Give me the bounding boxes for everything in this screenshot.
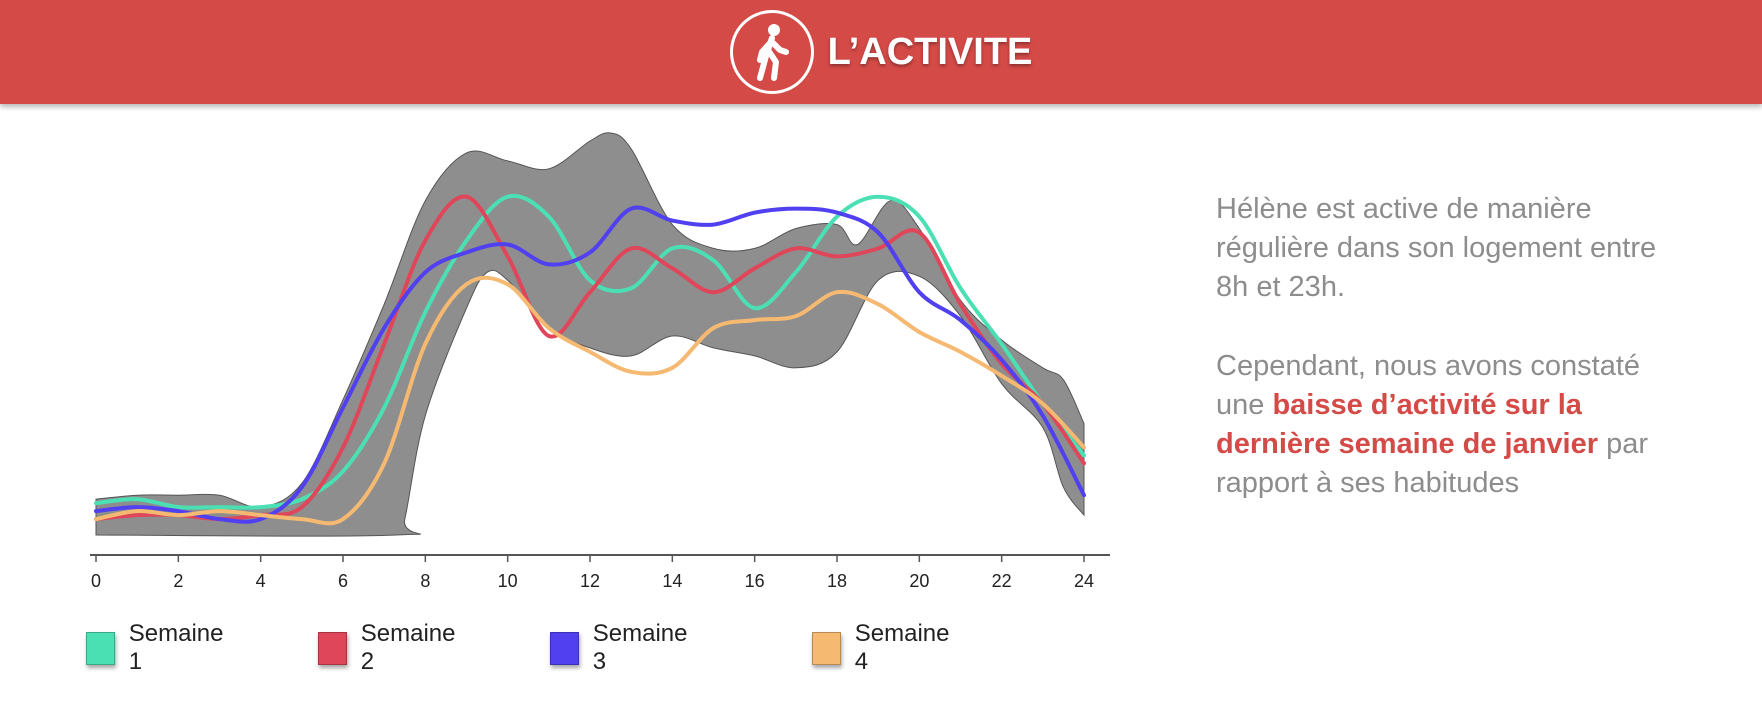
legend-swatch-semaine-4	[812, 631, 841, 665]
chart-band-layer	[95, 132, 1085, 537]
activity-range-band	[95, 132, 1085, 537]
x-tick-label: 22	[992, 571, 1012, 591]
legend-swatch-semaine-3	[550, 631, 579, 665]
legend-item-semaine-3: Semaine 3	[550, 620, 692, 675]
legend-swatch-semaine-2	[318, 631, 347, 665]
chart-x-axis: 0 2 4 6 8 10 12 14 16 18 20 22 24	[90, 554, 1110, 591]
header-content: L’ACTIVITE	[0, 0, 1762, 104]
x-tick-label: 10	[498, 571, 518, 591]
commentary-paragraph-2: Cependant, nous avons constaté une baiss…	[1216, 347, 1676, 503]
x-tick-label: 24	[1074, 571, 1094, 591]
legend-label-semaine-4: Semaine 4	[854, 620, 950, 675]
x-tick-label: 14	[662, 571, 682, 591]
legend-item-semaine-1: Semaine 1	[86, 620, 228, 675]
x-tick-label: 4	[256, 571, 266, 591]
commentary-paragraph-1: Hélène est active de manière régulière d…	[1216, 193, 1657, 303]
series-line-semaine-3	[94, 205, 1086, 524]
commentary-panel: Hélène est active de manière régulière d…	[1216, 190, 1676, 503]
walking-person-icon-glyph	[756, 24, 789, 81]
commentary-text-before: Cependant, nous avons constaté une	[1216, 350, 1641, 421]
x-tick-label: 6	[338, 571, 348, 591]
series-line-semaine-4	[94, 275, 1086, 526]
commentary-highlight: baisse d’activité sur la dernière semain…	[1216, 389, 1599, 460]
x-tick-label: 12	[580, 571, 600, 591]
legend-label-semaine-3: Semaine 3	[592, 620, 688, 675]
page-title: L’ACTIVITE	[827, 30, 1033, 73]
legend-item-semaine-4: Semaine 4	[812, 620, 954, 675]
commentary-text-after: par rapport à ses habitudes	[1216, 428, 1649, 499]
x-tick-label: 0	[91, 571, 101, 591]
x-tick-label: 2	[173, 571, 183, 591]
x-tick-label: 20	[909, 571, 929, 591]
x-tick-label: 16	[745, 571, 765, 591]
header-bar: L’ACTIVITE	[0, 0, 1762, 104]
series-line-semaine-1	[94, 193, 1086, 510]
legend-label-semaine-2: Semaine 2	[360, 620, 456, 675]
x-tick-label: 8	[420, 571, 430, 591]
legend-swatch-semaine-1	[86, 631, 115, 665]
activity-chart: 0 2 4 6 8 10 12 14 16 18 20 22 24	[90, 132, 1110, 591]
legend-label-semaine-1: Semaine 1	[128, 620, 224, 675]
walking-person-icon	[729, 10, 814, 94]
legend-item-semaine-2: Semaine 2	[318, 620, 460, 675]
chart-series-layer	[94, 193, 1086, 526]
x-tick-label: 18	[827, 571, 847, 591]
